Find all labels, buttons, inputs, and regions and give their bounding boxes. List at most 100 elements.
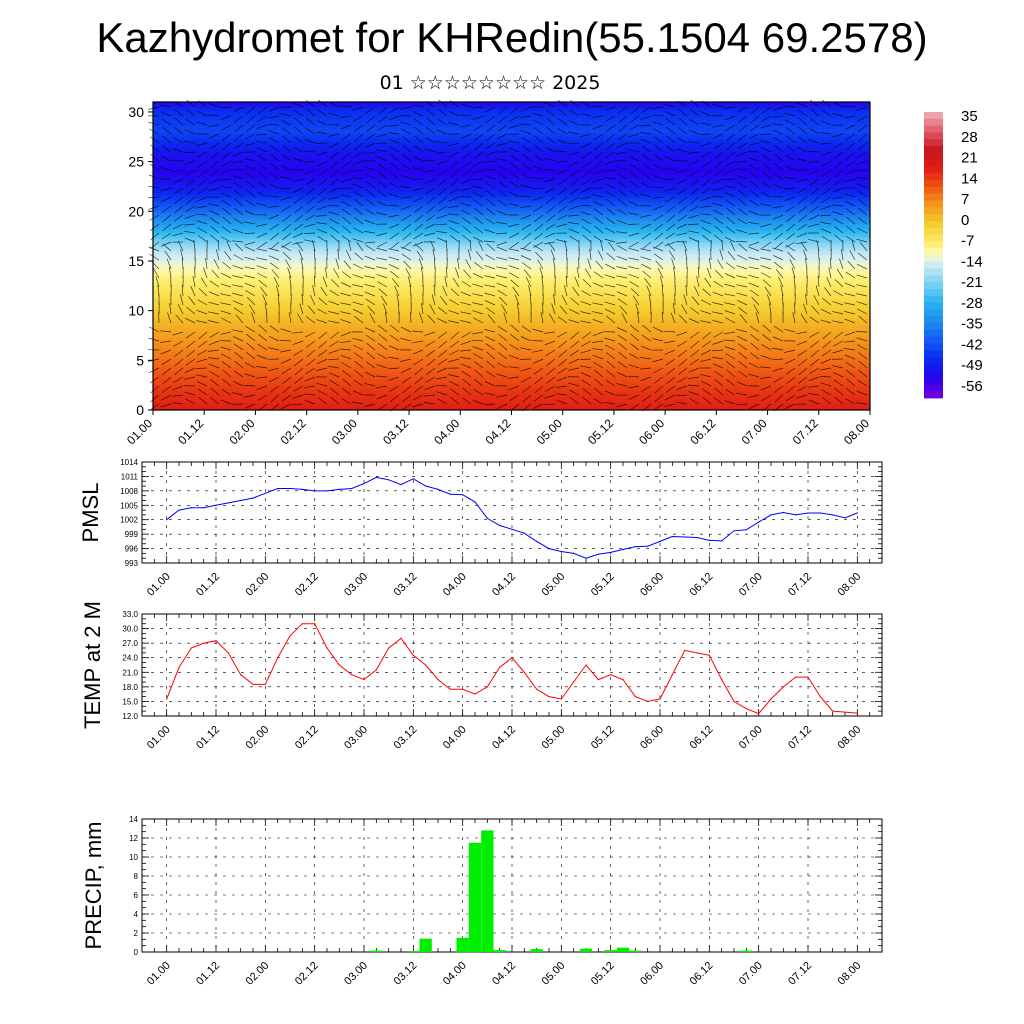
wind-barb bbox=[471, 339, 484, 342]
wind-barb bbox=[725, 353, 736, 360]
temp2m-point bbox=[548, 696, 550, 698]
wind-barb bbox=[312, 285, 316, 297]
wind-barb bbox=[410, 311, 412, 324]
wind-barb bbox=[442, 285, 448, 297]
wind-barb bbox=[306, 196, 316, 205]
x-tick-label: 06.00 bbox=[638, 571, 666, 599]
temp2m-point bbox=[832, 710, 834, 712]
wind-barb bbox=[857, 217, 868, 225]
wind-barb bbox=[569, 397, 580, 405]
wind-barb bbox=[594, 225, 604, 234]
x-tick-label: 02.12 bbox=[278, 416, 309, 447]
wind-barb bbox=[616, 371, 628, 378]
wind-barb bbox=[678, 117, 688, 126]
wind-barb bbox=[736, 160, 748, 163]
wind-barb bbox=[508, 124, 520, 129]
wind-barb bbox=[474, 207, 484, 216]
wind-barb bbox=[426, 367, 436, 375]
wind-barb bbox=[184, 140, 196, 144]
wind-barb bbox=[388, 124, 400, 127]
wind-barb bbox=[569, 389, 580, 396]
wind-barb bbox=[220, 283, 232, 288]
wind-barb bbox=[616, 241, 628, 244]
wind-barb bbox=[246, 297, 256, 306]
precip-bar bbox=[740, 950, 753, 952]
colorbar-swatch bbox=[924, 282, 943, 290]
wind-barb bbox=[413, 358, 424, 366]
wind-barb bbox=[149, 214, 160, 221]
wind-barb bbox=[282, 376, 292, 385]
wind-barb bbox=[593, 169, 604, 176]
wind-barb bbox=[508, 232, 520, 239]
wind-barb bbox=[628, 247, 640, 252]
wind-barb bbox=[496, 394, 508, 398]
x-tick-label: 07.12 bbox=[786, 960, 814, 988]
wind-barb bbox=[653, 376, 664, 384]
wind-barb bbox=[738, 307, 748, 315]
wind-barb bbox=[472, 283, 484, 288]
colorbar-swatch bbox=[924, 323, 943, 331]
wind-barb bbox=[532, 403, 544, 409]
wind-barb bbox=[208, 301, 220, 306]
wind-barb bbox=[568, 120, 580, 126]
wind-barb bbox=[437, 118, 448, 126]
wind-barb bbox=[306, 108, 316, 117]
pmsl-point bbox=[326, 490, 328, 492]
wind-barb bbox=[785, 394, 796, 402]
wind-barb bbox=[808, 385, 820, 388]
wind-barb bbox=[207, 114, 220, 117]
wind-barb bbox=[184, 367, 196, 373]
wind-barb bbox=[196, 320, 208, 324]
wind-barb bbox=[436, 376, 448, 380]
wind-barb bbox=[774, 144, 784, 153]
wind-barb bbox=[678, 196, 688, 205]
wind-barb bbox=[299, 303, 304, 315]
wind-barb bbox=[353, 151, 364, 158]
wind-barb bbox=[389, 172, 400, 180]
wind-barb bbox=[364, 241, 376, 244]
wind-barb bbox=[280, 328, 292, 333]
wind-barb bbox=[512, 286, 520, 297]
wind-barb bbox=[677, 187, 688, 195]
wind-barb bbox=[450, 288, 460, 297]
wind-barb bbox=[364, 151, 376, 155]
wind-barb bbox=[724, 115, 736, 121]
wind-barb bbox=[364, 275, 376, 279]
wind-barb bbox=[305, 331, 316, 338]
wind-barb bbox=[172, 394, 184, 397]
wind-barb bbox=[260, 286, 268, 297]
wind-barb bbox=[700, 213, 712, 216]
pmsl-point bbox=[795, 514, 797, 516]
wind-barb bbox=[688, 214, 700, 219]
wind-barb bbox=[268, 106, 280, 112]
wind-barb bbox=[761, 115, 772, 122]
y-tick-label: 4 bbox=[134, 910, 139, 919]
wind-barb bbox=[533, 214, 544, 222]
wind-barb bbox=[629, 115, 640, 123]
wind-barb bbox=[256, 354, 268, 360]
wind-barb bbox=[561, 295, 568, 306]
wind-barb bbox=[521, 385, 532, 393]
wind-barb bbox=[582, 387, 592, 396]
wind-barb bbox=[808, 223, 820, 228]
wind-barb bbox=[220, 331, 232, 335]
x-tick-label: 08.00 bbox=[836, 724, 864, 752]
wind-barb bbox=[174, 367, 184, 376]
wind-barb bbox=[318, 297, 328, 306]
wind-barb bbox=[605, 190, 616, 198]
wind-barb bbox=[328, 311, 340, 315]
wind-barb bbox=[388, 248, 400, 252]
wind-barb bbox=[820, 382, 832, 387]
wind-barb bbox=[641, 263, 652, 270]
wind-barb bbox=[844, 193, 856, 198]
wind-barb bbox=[427, 314, 436, 324]
wind-barb bbox=[340, 340, 352, 344]
pmsl-point bbox=[437, 488, 439, 490]
pmsl-axis-title: PMSL bbox=[78, 483, 103, 543]
wind-barb bbox=[496, 266, 508, 270]
wind-barb bbox=[605, 115, 616, 122]
wind-barb bbox=[232, 380, 244, 387]
wind-barb bbox=[376, 133, 388, 138]
colorbar-swatch bbox=[924, 261, 943, 270]
wind-barb bbox=[304, 160, 316, 163]
